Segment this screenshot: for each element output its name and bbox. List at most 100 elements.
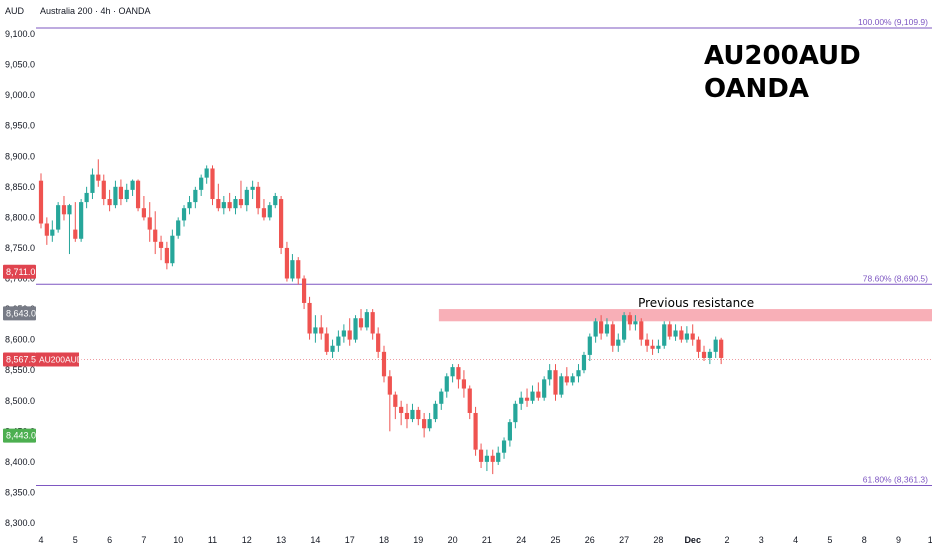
candle-body — [484, 455, 489, 462]
candle-body — [44, 223, 49, 236]
candle-body — [387, 376, 392, 395]
candle-body — [581, 354, 587, 371]
candle-body — [141, 208, 146, 218]
x-tick-label: 24 — [516, 535, 526, 545]
sl-price-badge-bg — [3, 264, 36, 279]
candle-body — [381, 351, 387, 377]
x-tick-label: 6 — [107, 535, 112, 545]
candle-body — [256, 186, 261, 209]
symbol-badge-bg — [36, 352, 79, 367]
x-tick-label: 8 — [862, 535, 867, 545]
sl-price-badge: 8,711.0 — [6, 267, 35, 277]
x-tick-label: 13 — [276, 535, 286, 545]
candle-body — [467, 388, 472, 413]
candle-body — [719, 339, 724, 358]
candle-body — [507, 422, 512, 441]
candle-body — [347, 330, 352, 340]
y-tick-label: 8,900.0 — [5, 151, 35, 161]
candle-body — [296, 260, 301, 279]
entry-price-badge-bg — [3, 306, 36, 321]
x-tick-label: 2 — [724, 535, 729, 545]
candle-body — [210, 168, 215, 200]
candle-body — [639, 321, 644, 340]
x-tick-label: 5 — [73, 535, 78, 545]
y-tick-label: 8,550.0 — [5, 365, 35, 375]
x-tick-label: 26 — [585, 535, 595, 545]
candle-body — [662, 324, 667, 346]
candle-body — [261, 208, 267, 218]
x-tick-label: 11 — [208, 535, 217, 545]
candle-body — [530, 391, 535, 401]
candle-body — [216, 199, 221, 209]
candle-body — [67, 205, 72, 215]
candle-body — [376, 333, 381, 352]
x-tick-label: 3 — [759, 535, 764, 545]
candle-body — [101, 180, 106, 200]
candle-body — [199, 177, 204, 190]
candle-body — [610, 324, 615, 346]
candle-body — [696, 339, 701, 352]
candle-body — [79, 202, 84, 239]
candle-body — [593, 321, 598, 337]
candle-body — [56, 205, 61, 230]
candle-body — [324, 333, 329, 352]
candle-body — [273, 195, 278, 206]
candle-body — [444, 376, 449, 392]
candle-body — [690, 333, 695, 340]
candle-body — [238, 199, 244, 206]
candle-body — [542, 379, 547, 398]
candle-body — [341, 330, 346, 337]
candle-body — [616, 339, 621, 346]
candle-body — [707, 351, 712, 358]
candle-body — [107, 199, 112, 206]
candle-body — [290, 260, 295, 279]
x-tick-label: 5 — [827, 535, 832, 545]
candle-body — [478, 449, 484, 462]
x-tick-label: 17 — [345, 535, 355, 545]
tp-price-badge: 8,443.0 — [6, 431, 36, 441]
candle-body — [164, 247, 169, 264]
candle-body — [364, 312, 369, 328]
resistance-label: Previous resistance — [638, 296, 754, 310]
candle-body — [124, 189, 129, 200]
candle-body — [135, 180, 141, 209]
candle-body — [633, 321, 638, 325]
candle-body — [587, 336, 592, 355]
candle-body — [553, 370, 558, 395]
candle-body — [170, 235, 175, 264]
x-tick-label: 28 — [653, 535, 663, 545]
candle-body — [570, 376, 575, 383]
watermark-symbol: AU200AUD — [704, 41, 861, 71]
symbol-badge: AU200AUD — [39, 354, 83, 364]
candle-body — [301, 278, 307, 303]
candle-body — [250, 186, 255, 190]
candle-body — [113, 186, 118, 206]
resistance-zone — [438, 309, 932, 322]
x-tick-label: Dec — [684, 535, 701, 545]
candle-body — [701, 351, 707, 358]
candle-body — [221, 202, 226, 209]
candle-body — [501, 440, 507, 453]
candle-body — [713, 339, 718, 352]
fib-level-label: 100.00% (9,109.9) — [858, 17, 928, 27]
y-tick-label: 9,000.0 — [5, 90, 35, 100]
x-tick-label: 18 — [379, 535, 389, 545]
x-tick-label: 27 — [619, 535, 629, 545]
y-tick-label: 8,400.0 — [5, 457, 35, 467]
candle-body — [336, 336, 341, 346]
x-tick-label: 21 — [482, 535, 492, 545]
candle-body — [187, 202, 192, 209]
candle-body — [153, 229, 158, 242]
candle-body — [673, 330, 678, 337]
candle-body — [73, 229, 78, 239]
candle-body — [404, 412, 410, 420]
last-price-badge-bg — [3, 352, 36, 367]
candle-body — [313, 327, 318, 334]
x-tick-label: 4 — [793, 535, 798, 545]
x-tick-label: 4 — [38, 535, 43, 545]
candle-body — [158, 241, 164, 248]
x-tick-label: 20 — [448, 535, 458, 545]
y-tick-label: 8,350.0 — [5, 487, 35, 497]
